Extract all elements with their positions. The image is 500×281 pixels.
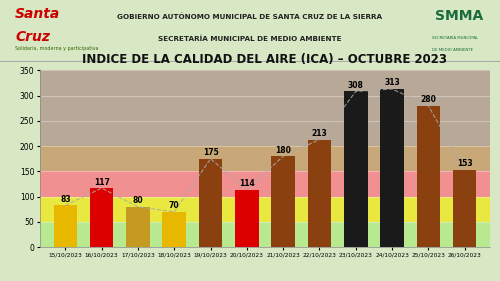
Bar bbox=[40, 222, 490, 247]
Bar bbox=[380, 89, 404, 247]
Bar bbox=[54, 205, 77, 247]
Text: SECRETARÍA MUNICIPAL: SECRETARÍA MUNICIPAL bbox=[432, 36, 479, 40]
Text: 83: 83 bbox=[60, 195, 70, 204]
Text: 117: 117 bbox=[94, 178, 110, 187]
Bar bbox=[126, 207, 150, 247]
Text: 180: 180 bbox=[275, 146, 291, 155]
Bar bbox=[40, 70, 490, 146]
Text: GOBIERNO AUTÓNOMO MUNICIPAL DE SANTA CRUZ DE LA SIERRA: GOBIERNO AUTÓNOMO MUNICIPAL DE SANTA CRU… bbox=[118, 13, 382, 20]
Text: 280: 280 bbox=[420, 95, 436, 104]
Bar bbox=[272, 156, 295, 247]
Bar bbox=[40, 197, 490, 222]
Bar bbox=[453, 170, 476, 247]
Bar bbox=[235, 190, 258, 247]
Text: 175: 175 bbox=[202, 148, 218, 157]
Text: SMMA: SMMA bbox=[435, 9, 483, 23]
Text: 80: 80 bbox=[132, 196, 143, 205]
Text: Santa: Santa bbox=[15, 7, 60, 21]
Text: 114: 114 bbox=[239, 179, 254, 188]
Bar bbox=[162, 212, 186, 247]
Bar bbox=[90, 188, 114, 247]
Bar bbox=[40, 171, 490, 197]
Text: Solidaria, moderna y participativa: Solidaria, moderna y participativa bbox=[15, 46, 98, 51]
Title: INDICE DE LA CALIDAD DEL AIRE (ICA) – OCTUBRE 2023: INDICE DE LA CALIDAD DEL AIRE (ICA) – OC… bbox=[82, 53, 448, 66]
Text: 213: 213 bbox=[312, 129, 328, 138]
Text: 313: 313 bbox=[384, 78, 400, 87]
Text: 70: 70 bbox=[169, 201, 179, 210]
Bar bbox=[344, 92, 368, 247]
Bar bbox=[416, 106, 440, 247]
Text: SECRETARÍA MUNICIPAL DE MEDIO AMBIENTE: SECRETARÍA MUNICIPAL DE MEDIO AMBIENTE bbox=[158, 36, 342, 42]
Text: 308: 308 bbox=[348, 81, 364, 90]
Text: DE MEDIO AMBIENTE: DE MEDIO AMBIENTE bbox=[432, 48, 474, 52]
Bar bbox=[308, 140, 331, 247]
Text: Cruz: Cruz bbox=[15, 30, 50, 44]
Bar bbox=[40, 146, 490, 171]
Bar bbox=[199, 159, 222, 247]
Text: 153: 153 bbox=[457, 159, 472, 168]
